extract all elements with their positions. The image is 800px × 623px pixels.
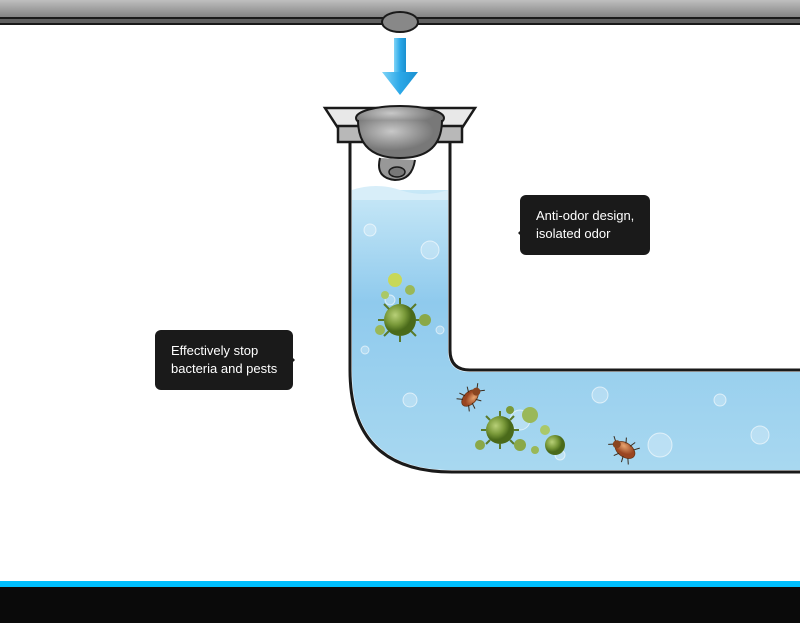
callout-odor: Anti-odor design, isolated odor: [520, 195, 650, 255]
callout-odor-line1: Anti-odor design,: [536, 208, 634, 223]
footer-bar: [0, 581, 800, 623]
callout-bacteria: Effectively stop bacteria and pests: [155, 330, 293, 390]
callout-bacteria-line1: Effectively stop: [171, 343, 258, 358]
down-arrow-icon: [382, 38, 418, 95]
drain-diagram: [0, 0, 800, 623]
callout-bacteria-line2: bacteria and pests: [171, 361, 277, 376]
top-drain-bar: [0, 0, 800, 32]
callout-odor-line2: isolated odor: [536, 226, 610, 241]
drain-trap: [325, 106, 475, 180]
